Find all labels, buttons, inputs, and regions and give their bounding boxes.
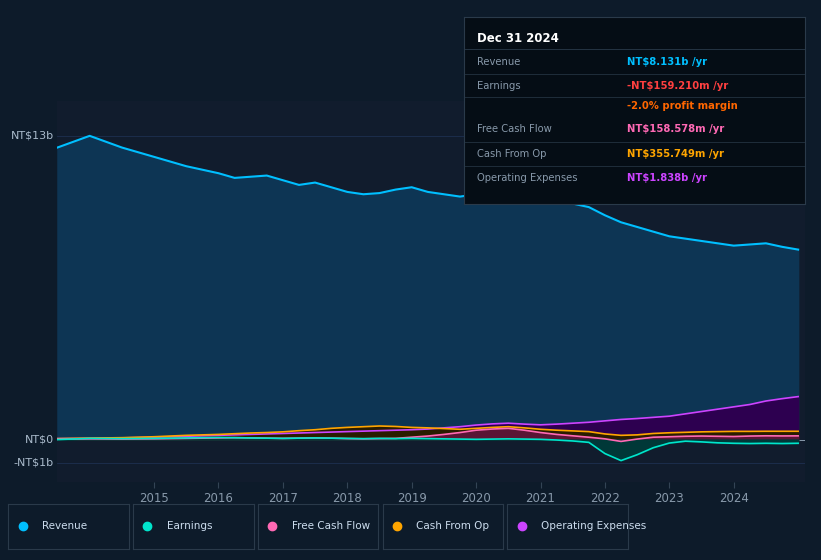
Text: Cash From Op: Cash From Op xyxy=(416,521,489,531)
Text: Free Cash Flow: Free Cash Flow xyxy=(291,521,369,531)
Text: -NT$159.210m /yr: -NT$159.210m /yr xyxy=(627,81,729,91)
Text: -NT$1b: -NT$1b xyxy=(14,458,53,468)
Text: Dec 31 2024: Dec 31 2024 xyxy=(478,32,559,45)
Text: NT$0: NT$0 xyxy=(25,435,53,445)
Text: Free Cash Flow: Free Cash Flow xyxy=(478,124,553,134)
Text: Operating Expenses: Operating Expenses xyxy=(541,521,646,531)
Text: Operating Expenses: Operating Expenses xyxy=(478,173,578,183)
Text: Cash From Op: Cash From Op xyxy=(478,149,547,158)
Text: -2.0% profit margin: -2.0% profit margin xyxy=(627,101,738,111)
Text: NT$158.578m /yr: NT$158.578m /yr xyxy=(627,124,725,134)
Text: Earnings: Earnings xyxy=(478,81,521,91)
Text: NT$355.749m /yr: NT$355.749m /yr xyxy=(627,149,724,158)
Text: NT$8.131b /yr: NT$8.131b /yr xyxy=(627,57,708,67)
Text: Revenue: Revenue xyxy=(478,57,521,67)
Text: Earnings: Earnings xyxy=(167,521,213,531)
Text: NT$13b: NT$13b xyxy=(11,131,53,141)
Text: NT$1.838b /yr: NT$1.838b /yr xyxy=(627,173,708,183)
Text: Revenue: Revenue xyxy=(42,521,87,531)
